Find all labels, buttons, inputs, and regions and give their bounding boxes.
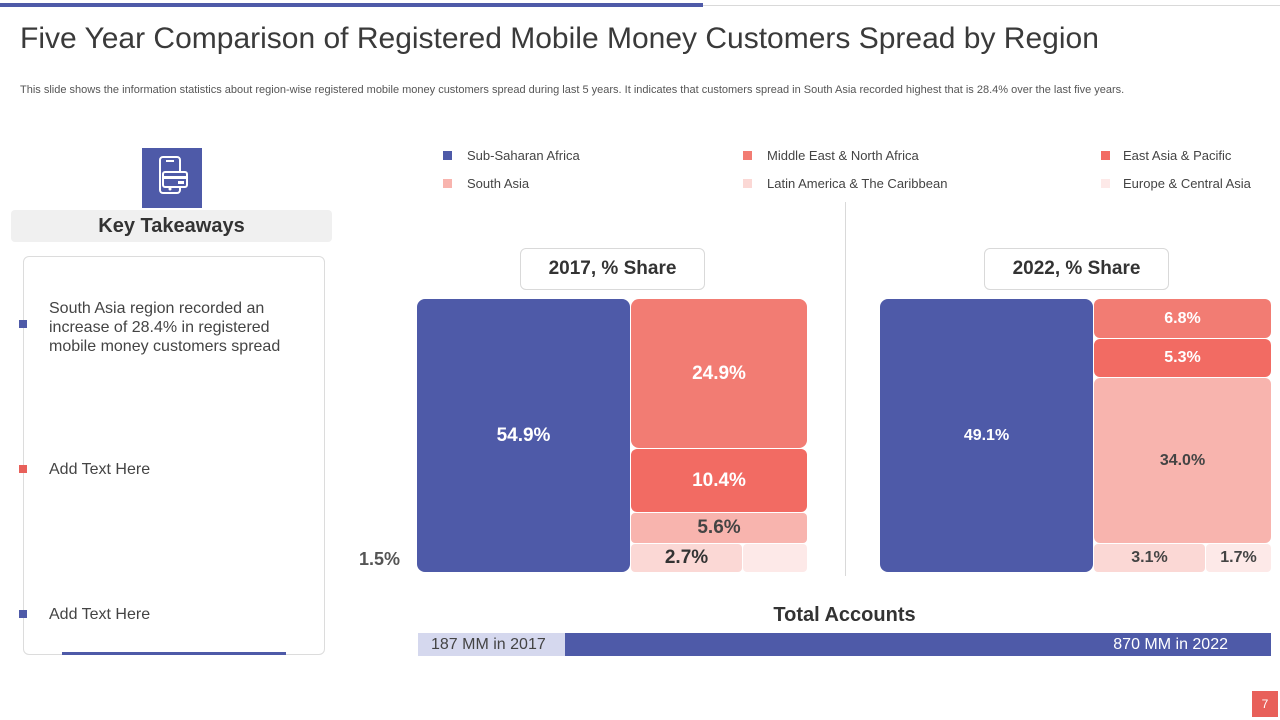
legend-swatch-mena [743,151,752,160]
card-accent-underline [62,652,286,655]
top-accent-bar [0,3,703,7]
seg-2022-mena: 6.8% [1094,299,1271,338]
takeaway-text-1: South Asia region recorded an increase o… [49,300,281,355]
seg-2022-south-asia: 34.0% [1094,378,1271,543]
legend-swatch-latam [743,179,752,188]
takeaway-text-3: Add Text Here [49,606,151,623]
takeaway-bullet-2 [19,465,27,473]
slide-title: Five Year Comparison of Registered Mobil… [20,22,1099,55]
seg-2017-sub-saharan: 54.9% [417,299,630,572]
charts-divider [845,202,846,576]
total-accounts-title: Total Accounts [773,604,916,626]
legend-label-latam: Latin America & The Caribbean [767,176,948,191]
chart-2017-title: 2017, % Share [520,248,705,290]
seg-2017-europe [743,544,807,572]
legend-swatch-europe [1101,179,1110,188]
total-accounts-bar-2022 [565,633,1271,656]
total-accounts-2022-label: 870 MM in 2022 [1113,636,1228,653]
seg-2017-mena: 24.9% [631,299,807,448]
key-takeaways-card [23,256,325,655]
legend-label-east-asia: East Asia & Pacific [1123,148,1232,163]
legend-label-europe: Europe & Central Asia [1123,176,1251,191]
takeaway-bullet-1 [19,320,27,328]
seg-2017-east-asia: 10.4% [631,449,807,512]
legend-swatch-east-asia [1101,151,1110,160]
seg-2022-sub-saharan: 49.1% [880,299,1093,572]
seg-2017-latam: 2.7% [631,544,742,572]
slide-subtitle: This slide shows the information statist… [20,84,1125,96]
legend-label-south-asia: South Asia [467,176,530,191]
takeaway-text-2: Add Text Here [49,461,151,478]
legend-label-mena: Middle East & North Africa [767,148,919,163]
legend-swatch-sub-saharan [443,151,452,160]
seg-2022-europe: 1.7% [1206,544,1271,572]
seg-2022-east-asia: 5.3% [1094,339,1271,377]
key-takeaways-heading: Key Takeaways [11,210,332,242]
legend-label-sub-saharan: Sub-Saharan Africa [467,148,580,163]
legend-swatch-south-asia [443,179,452,188]
seg-2017-europe-label: 1.5% [359,549,401,569]
seg-2022-latam: 3.1% [1094,544,1205,572]
takeaway-bullet-3 [19,610,27,618]
chart-2022-title: 2022, % Share [984,248,1169,290]
total-accounts-2017-label: 187 MM in 2017 [431,636,546,653]
page-number: 7 [1252,691,1278,717]
seg-2017-south-asia: 5.6% [631,513,807,543]
mobile-payment-icon [142,148,202,208]
